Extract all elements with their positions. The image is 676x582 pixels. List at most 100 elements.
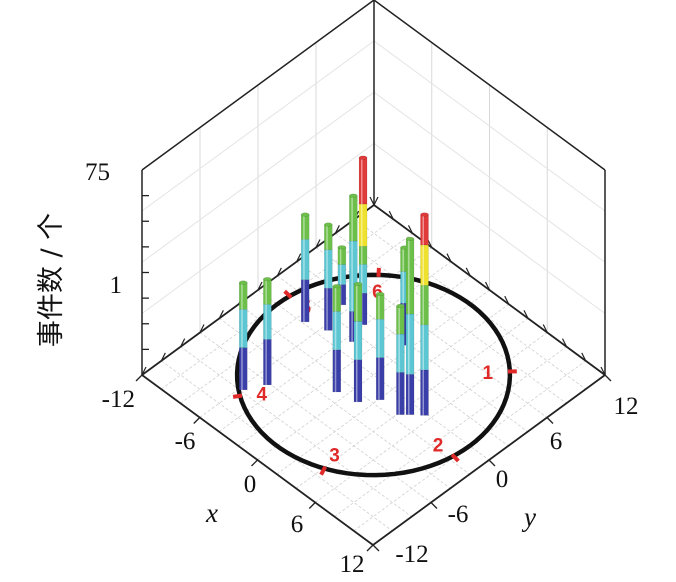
floor-tick-mark (218, 310, 224, 319)
bar-segment (396, 372, 405, 415)
bar-segment-highlight (378, 319, 380, 358)
bar (396, 303, 405, 415)
bar-cap (300, 212, 310, 217)
bar-segment (420, 244, 429, 286)
y-tick-0: 0 (496, 466, 509, 493)
bar-segment (324, 224, 333, 251)
bar-segment-highlight (339, 247, 342, 265)
sensor-marker (283, 289, 293, 299)
x-axis-label: x (205, 498, 218, 528)
y-tick-mark (546, 417, 554, 424)
box-top-edge (141, 0, 375, 171)
bar-cap (324, 222, 333, 227)
floor-tick-mark (600, 366, 606, 376)
floor-gridline (295, 318, 529, 489)
floor-tick-mark (388, 210, 394, 220)
bar-segment-highlight (241, 347, 243, 390)
floor-gridline (276, 303, 509, 475)
floor-tick-mark (446, 253, 452, 262)
bar-segment (332, 285, 342, 312)
floor-tick-mark (334, 225, 340, 234)
sensor-marker (319, 465, 328, 476)
bar-segment (420, 214, 429, 246)
sensor-marker (450, 453, 460, 463)
bar (420, 212, 429, 416)
bar-segment-highlight (378, 357, 380, 400)
sensor-label: 6 (372, 282, 383, 303)
floor-gridline (238, 303, 470, 475)
x-tick--12: -12 (102, 386, 135, 413)
x-tick-mark (251, 459, 258, 467)
floor-tick-mark (141, 366, 147, 376)
bars (238, 155, 429, 416)
floor-gridline (334, 346, 567, 517)
bar-segment (353, 321, 363, 360)
floor-gridline (277, 275, 509, 447)
sensor-label: 4 (256, 384, 267, 405)
floor-tick-mark (199, 324, 205, 333)
bar-segment-highlight (265, 279, 267, 305)
ring-circle (234, 272, 513, 478)
floor-tick-mark (257, 281, 263, 291)
bar-segment-highlight (361, 264, 363, 294)
bar-segment (263, 278, 272, 305)
bar-cap (405, 236, 415, 241)
sensor-marker (232, 393, 243, 399)
floor-gridline (219, 318, 451, 489)
y-tick--6: -6 (448, 501, 469, 528)
floor-gridline (257, 289, 490, 461)
bar-cap (238, 280, 248, 285)
bar-segment (396, 305, 405, 335)
bar-segment (420, 369, 429, 416)
bar-segment (263, 339, 272, 386)
bar-segment-highlight (303, 214, 305, 240)
bar-segment-highlight (334, 311, 337, 350)
bar-segment-highlight (398, 334, 400, 373)
floor-gridline (161, 218, 394, 390)
bar-segment-highlight (361, 204, 363, 247)
x-tick-0: 0 (244, 471, 257, 498)
bar-segment-highlight (398, 372, 400, 415)
floor-tick-mark (373, 196, 379, 206)
bar-segment (337, 247, 347, 265)
bar-segment (332, 349, 342, 393)
bar (332, 284, 342, 393)
sensor-ring: 123456 (232, 267, 517, 478)
bar-segment-highlight (241, 309, 243, 348)
x-tick--6: -6 (175, 428, 196, 455)
floor-tick-mark (180, 338, 186, 347)
bar-segment-highlight (355, 321, 358, 360)
floor-tick-mark (542, 324, 548, 333)
bar-cap (353, 281, 363, 287)
bar-cap (420, 212, 429, 217)
z-axis-label: 事件数 / 个 (36, 213, 67, 347)
y-axis-label: y (521, 502, 536, 532)
bar (300, 212, 310, 323)
plot-box (141, 0, 606, 375)
floor-tick-mark (465, 267, 471, 277)
floor-gridline (218, 261, 452, 432)
bar-segment (358, 203, 368, 247)
y-tick-6: 6 (550, 428, 563, 455)
floor-tick-mark (484, 281, 491, 291)
y-tick--12: -12 (395, 541, 428, 568)
bar-segment-highlight (303, 279, 305, 322)
bar-segment-highlight (408, 313, 410, 375)
floor-gridline (257, 289, 490, 461)
bar-segment (375, 318, 385, 358)
bar-segment-highlight (334, 286, 337, 312)
bar-segment (420, 324, 429, 371)
x-tick-6: 6 (291, 511, 304, 538)
bar-segment-highlight (326, 288, 328, 331)
bar-segment-highlight (361, 246, 363, 265)
bar-segment (405, 313, 415, 375)
bar-segment (353, 283, 363, 322)
bar-segment-highlight (339, 264, 342, 285)
bar-segment (324, 287, 333, 331)
floor-tick-mark (369, 196, 375, 206)
tick-labels: 75 1 -12 -6 0 6 12 -12 -6 0 6 12 x y 事件数… (36, 159, 639, 578)
sensor-label: 1 (483, 363, 494, 384)
bar-segment (375, 357, 385, 401)
bar-segment (238, 309, 248, 348)
y-tick-mark (604, 374, 612, 382)
